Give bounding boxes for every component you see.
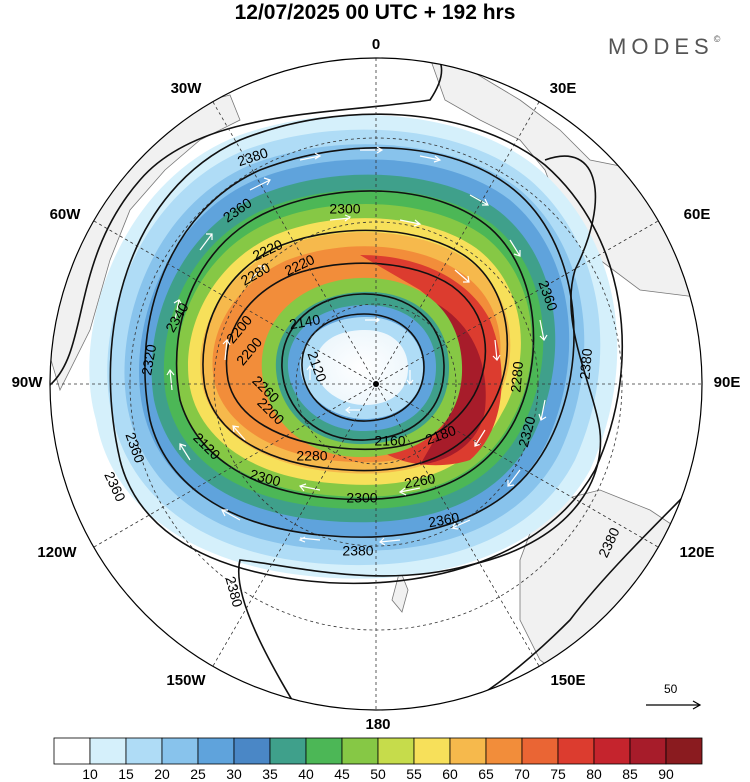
colorbar-swatch (593, 737, 631, 765)
wind-shading (89, 114, 618, 579)
pole-marker (373, 381, 379, 387)
contour-label: 2260 (403, 470, 437, 491)
contour-label: 2280 (507, 360, 526, 393)
contour-label: 2280 (296, 448, 327, 464)
contour-label: 2380 (222, 575, 246, 609)
modes-logo: MODES© (608, 34, 720, 60)
contour-label: 2300 (346, 490, 377, 506)
colorbar-tick-label: 60 (442, 766, 458, 782)
colorbar-tick-label: 35 (262, 766, 278, 782)
colorbar-swatch (413, 737, 451, 765)
colorbar-tick-label: 75 (550, 766, 566, 782)
longitude-label-60w: 60W (49, 206, 81, 223)
contour-label: 2160 (374, 433, 405, 449)
colorbar-swatch (125, 737, 163, 765)
colorbar-swatch (485, 737, 523, 765)
colorbar-tick-label: 15 (118, 766, 134, 782)
contour-label: 2300 (329, 201, 360, 217)
brand-mark: © (713, 34, 721, 44)
wind-reference-arrow (646, 700, 702, 710)
colorbar-swatch (305, 737, 343, 765)
chart-title: 12/07/2025 00 UTC + 192 hrs (234, 1, 516, 24)
colorbar-swatch (161, 737, 199, 765)
height-contours (50, 58, 701, 710)
colorbar-tick-label: 65 (478, 766, 494, 782)
colorbar-swatch (665, 737, 703, 765)
colorbar-tick-label: 20 (154, 766, 170, 782)
colorbar-swatch (53, 737, 91, 765)
colorbar-tick-label: 80 (586, 766, 602, 782)
colorbar-tick-label: 45 (334, 766, 350, 782)
colorbar-tick-label: 30 (226, 766, 242, 782)
longitude-label-0: 0 (371, 36, 381, 53)
longitude-label-90w: 90W (11, 374, 43, 391)
contour-label: 2300 (248, 466, 282, 490)
longitude-label-120e: 120E (679, 544, 715, 561)
map-border (49, 57, 703, 711)
colorbar-swatch (197, 737, 235, 765)
contour-label: 2320 (138, 343, 159, 377)
longitude-label-150w: 150W (166, 672, 206, 689)
colorbar-tick-label: 85 (622, 766, 638, 782)
longitude-label-150e: 150E (550, 672, 586, 689)
longitude-label-60e: 60E (683, 206, 711, 223)
wind-reference-value: 50 (664, 682, 678, 696)
colorbar-swatch (233, 737, 271, 765)
colorbar-tick-label: 50 (370, 766, 386, 782)
colorbar-swatch (557, 737, 595, 765)
longitude-label-180: 180 (365, 716, 391, 733)
colorbar-swatch (89, 737, 127, 765)
colorbar-tick-label: 10 (82, 766, 98, 782)
colorbar-swatch (629, 737, 667, 765)
contour-label: 2380 (342, 543, 373, 559)
longitude-label-30w: 30W (170, 80, 202, 97)
colorbar-tick-label: 55 (406, 766, 422, 782)
colorbar-swatch (377, 737, 415, 765)
colorbar-swatch (269, 737, 307, 765)
brand-name: MODES (608, 34, 714, 59)
colorbar-swatch (341, 737, 379, 765)
contour-label: 2360 (427, 509, 461, 530)
contour-label: 2380 (576, 347, 595, 380)
longitude-label-120w: 120W (37, 544, 77, 561)
contour-label: 2140 (288, 311, 322, 332)
colorbar-tick-label: 70 (514, 766, 530, 782)
longitude-label-90e: 90E (713, 374, 741, 391)
longitude-label-30e: 30E (549, 80, 577, 97)
land-africa (429, 58, 702, 301)
colorbar-tick-label: 25 (190, 766, 206, 782)
colorbar-tick-label: 40 (298, 766, 314, 782)
colorbar-tick-label: 90 (658, 766, 674, 782)
wind-vectors (166, 146, 548, 546)
contour-label: 2320 (515, 414, 539, 448)
colorbar (53, 737, 703, 765)
colorbar-swatch (449, 737, 487, 765)
colorbar-swatch (521, 737, 559, 765)
